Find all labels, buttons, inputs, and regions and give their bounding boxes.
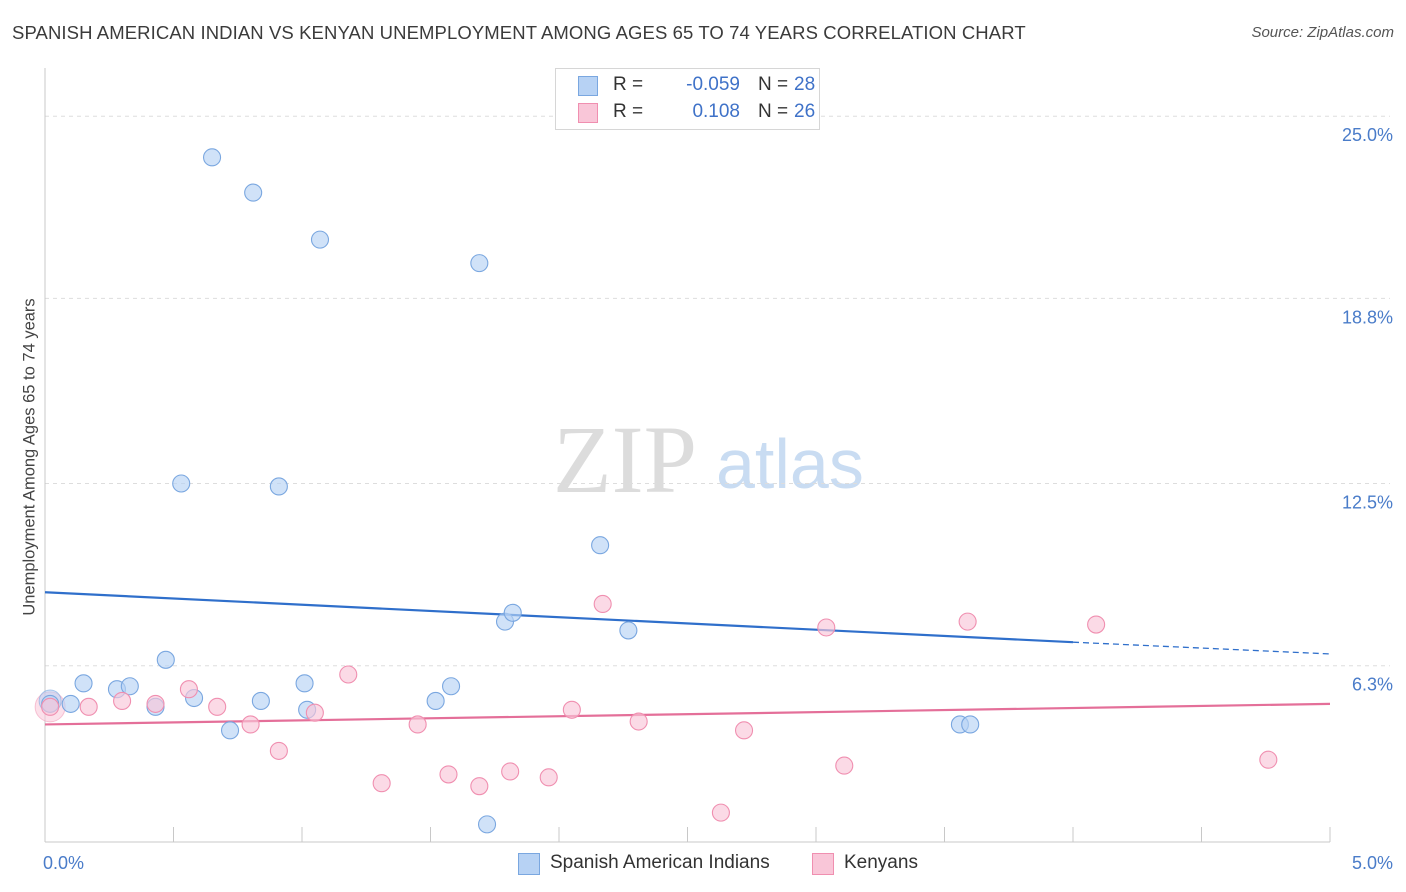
legend-swatch-pink: [812, 853, 834, 875]
legend-n-value: 26: [794, 101, 816, 122]
legend-r-label: R =: [613, 101, 644, 122]
legend-swatch-blue: [578, 76, 598, 96]
data-point-s1-25: [711, 803, 730, 822]
data-point-s0-24: [619, 621, 638, 640]
data-point-s1-12: [439, 765, 458, 784]
data-point-s0-14: [295, 674, 314, 693]
legend-r-label: R =: [613, 74, 644, 95]
data-point-s1-15: [539, 768, 558, 787]
data-point-s1-18: [629, 712, 648, 731]
data-point-s1-2: [113, 691, 132, 711]
data-point-s1-11: [408, 715, 427, 734]
data-point-s0-13: [269, 477, 288, 496]
data-point-s1-9: [339, 665, 358, 684]
y-tick-label-2: 18.8%: [1342, 307, 1393, 327]
data-point-s1-8: [305, 703, 324, 722]
data-point-s0-22: [503, 603, 522, 622]
y-tick-label-1: 12.5%: [1342, 493, 1393, 513]
data-point-s0-19: [470, 254, 489, 273]
data-point-s0-2: [74, 674, 93, 693]
data-point-s1-6: [241, 715, 260, 734]
x-tick-label-0: 0.0%: [43, 853, 84, 873]
data-point-s0-11: [244, 183, 263, 202]
data-point-s1-14: [501, 762, 520, 781]
watermark: ZIP atlas: [553, 406, 864, 513]
data-point-s0-26: [961, 715, 980, 734]
data-point-s0-9: [203, 148, 222, 167]
watermark-zip: ZIP: [553, 406, 697, 513]
data-point-s0-23: [591, 536, 610, 555]
data-point-s1-23: [1087, 615, 1106, 634]
trend-line-1: [44, 702, 1331, 726]
data-point-s0-6: [156, 650, 175, 669]
data-point-s1-24: [1259, 750, 1278, 769]
data-point-s0-17: [426, 691, 445, 711]
trend-line-extension-0: [1072, 641, 1331, 655]
x-tick-labels: 0.0% 5.0%: [43, 853, 1393, 873]
data-point-s1-10: [372, 774, 391, 793]
grid-lines: [45, 115, 1390, 667]
legend-n-label: N =: [758, 74, 789, 95]
legend-n-value: 28: [794, 74, 816, 95]
data-point-s0-20: [477, 815, 497, 834]
data-point-s1-19: [734, 721, 754, 740]
data-point-s1-7: [269, 741, 288, 760]
data-point-s1-20: [817, 618, 836, 637]
legend-swatch-pink: [578, 103, 598, 123]
data-point-s1-0: [41, 697, 60, 716]
data-point-s0-4: [120, 677, 139, 696]
chart-title: SPANISH AMERICAN INDIAN VS KENYAN UNEMPL…: [12, 22, 1026, 43]
y-tick-label-3: 25.0%: [1342, 125, 1393, 145]
legend-swatch-blue: [518, 853, 540, 875]
trend-lines: [44, 591, 1331, 726]
source-credit: Source: ZipAtlas.com: [1251, 24, 1394, 41]
trend-line-0: [44, 591, 1074, 644]
legend-r-value: -0.059: [686, 74, 740, 95]
data-point-s1-4: [179, 680, 198, 699]
correlation-legend: R = -0.059 N = 28 R = 0.108 N = 26: [555, 68, 820, 130]
y-tick-labels: 6.3% 12.5% 18.8% 25.0%: [1342, 125, 1393, 694]
data-point-s0-16: [310, 230, 330, 249]
data-point-s1-16: [562, 700, 581, 719]
data-point-s0-10: [220, 721, 240, 740]
data-point-s0-1: [61, 694, 80, 713]
data-point-s0-12: [251, 691, 270, 711]
data-point-s1-5: [208, 697, 227, 716]
data-point-s0-18: [442, 677, 461, 696]
watermark-atlas: atlas: [716, 425, 864, 503]
data-points: [34, 148, 1278, 834]
x-tick-label-1: 5.0%: [1352, 853, 1393, 873]
y-tick-label-0: 6.3%: [1352, 675, 1393, 695]
legend-label: Kenyans: [844, 852, 918, 873]
data-point-s1-21: [835, 756, 854, 775]
data-point-s1-22: [958, 612, 977, 631]
data-point-s0-7: [172, 474, 191, 493]
data-point-s1-3: [146, 694, 165, 713]
legend-n-label: N =: [758, 101, 789, 122]
legend-label: Spanish American Indians: [550, 852, 770, 873]
data-point-s1-17: [593, 594, 612, 614]
legend-r-value: 0.108: [692, 101, 740, 122]
data-point-s1-13: [470, 777, 489, 796]
data-point-s1-1: [79, 697, 98, 716]
